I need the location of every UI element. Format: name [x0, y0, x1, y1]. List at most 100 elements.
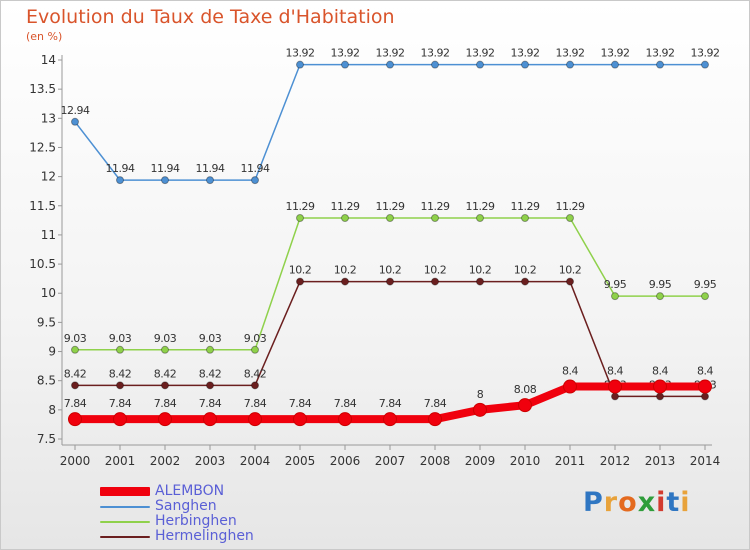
- data-label: 10.2: [559, 264, 582, 277]
- data-point: [386, 214, 394, 223]
- data-point: [71, 345, 79, 354]
- data-label: 8.42: [244, 367, 267, 380]
- data-point: [296, 60, 304, 69]
- x-tick-label: 2001: [105, 454, 136, 468]
- x-tick-label: 2008: [420, 454, 451, 468]
- proxiti-logo: Proxiti: [583, 487, 691, 518]
- data-point: [431, 214, 439, 223]
- data-point: [476, 277, 484, 286]
- data-point: [566, 277, 574, 286]
- data-label: 13.92: [691, 47, 720, 60]
- legend-label: Herbinghen: [155, 513, 237, 529]
- data-point: [611, 60, 619, 69]
- data-label: 8.4: [562, 365, 578, 378]
- data-point: [656, 392, 664, 401]
- data-point: [251, 345, 259, 354]
- data-label: 9.03: [244, 332, 267, 345]
- data-point: [521, 277, 529, 286]
- data-label: 11.29: [511, 200, 540, 213]
- data-label: 11.29: [286, 200, 315, 213]
- data-point: [566, 214, 574, 223]
- data-label: 13.92: [421, 47, 450, 60]
- data-point: [338, 412, 352, 427]
- x-tick-label: 2002: [150, 454, 181, 468]
- data-point: [293, 412, 307, 427]
- data-label: 8.4: [607, 365, 623, 378]
- data-label: 13.92: [556, 47, 585, 60]
- data-label: 9.03: [199, 332, 222, 345]
- data-label: 9.03: [64, 332, 87, 345]
- x-tick-label: 2006: [330, 454, 361, 468]
- x-tick-label: 2013: [645, 454, 676, 468]
- data-label: 7.84: [334, 397, 357, 410]
- x-tick-label: 2009: [465, 454, 496, 468]
- data-label: 13.92: [466, 47, 495, 60]
- data-point: [296, 214, 304, 223]
- legend-swatch: [100, 506, 150, 508]
- data-label: 13.92: [286, 47, 315, 60]
- data-label: 11.94: [151, 162, 180, 175]
- x-tick-label: 2004: [240, 454, 271, 468]
- logo-letter: x: [637, 487, 657, 518]
- y-tick-label: 13.5: [29, 82, 56, 96]
- y-tick-label: 14: [41, 53, 56, 67]
- y-tick-label: 8: [48, 403, 56, 417]
- data-label: 11.29: [466, 200, 495, 213]
- data-point: [611, 292, 619, 301]
- data-point: [161, 176, 169, 185]
- data-point: [521, 60, 529, 69]
- data-label: 10.2: [514, 264, 537, 277]
- data-label: 13.92: [601, 47, 630, 60]
- data-label: 7.84: [424, 397, 447, 410]
- data-point: [116, 381, 124, 390]
- y-tick-label: 7.5: [37, 432, 56, 446]
- data-label: 13.92: [376, 47, 405, 60]
- data-point: [341, 214, 349, 223]
- data-point: [71, 117, 79, 126]
- data-label: 8.4: [697, 365, 713, 378]
- data-point: [206, 176, 214, 185]
- data-point: [161, 345, 169, 354]
- data-label: 10.2: [424, 264, 447, 277]
- data-point: [608, 379, 622, 394]
- data-label: 9.95: [604, 278, 627, 291]
- logo-letter: o: [618, 487, 638, 518]
- data-label: 8.42: [154, 367, 177, 380]
- data-point: [296, 277, 304, 286]
- data-label: 13.92: [646, 47, 675, 60]
- data-point: [656, 60, 664, 69]
- data-point: [476, 60, 484, 69]
- y-tick-label: 10: [41, 286, 56, 300]
- data-point: [116, 345, 124, 354]
- data-point: [341, 60, 349, 69]
- y-tick-label: 8.5: [37, 374, 56, 388]
- data-label: 10.2: [289, 264, 312, 277]
- data-label: 8.08: [514, 383, 537, 396]
- data-label: 8.42: [64, 367, 87, 380]
- data-point: [248, 412, 262, 427]
- data-point: [71, 381, 79, 390]
- x-tick-label: 2011: [555, 454, 586, 468]
- data-point: [383, 412, 397, 427]
- logo-letter: i: [656, 487, 667, 518]
- legend-swatch: [100, 487, 150, 496]
- y-tick-label: 11.5: [29, 199, 56, 213]
- y-tick-label: 9: [48, 345, 56, 359]
- logo-letter: i: [680, 487, 691, 518]
- x-tick-label: 2000: [60, 454, 91, 468]
- data-point: [701, 392, 709, 401]
- data-point: [431, 60, 439, 69]
- data-point: [158, 412, 172, 427]
- data-point: [341, 277, 349, 286]
- data-point: [698, 379, 712, 394]
- data-point: [116, 176, 124, 185]
- data-point: [251, 176, 259, 185]
- data-point: [113, 412, 127, 427]
- data-point: [701, 60, 709, 69]
- data-label: 8.42: [199, 367, 222, 380]
- data-label: 9.95: [694, 278, 717, 291]
- data-label: 7.84: [109, 397, 132, 410]
- data-label: 7.84: [244, 397, 267, 410]
